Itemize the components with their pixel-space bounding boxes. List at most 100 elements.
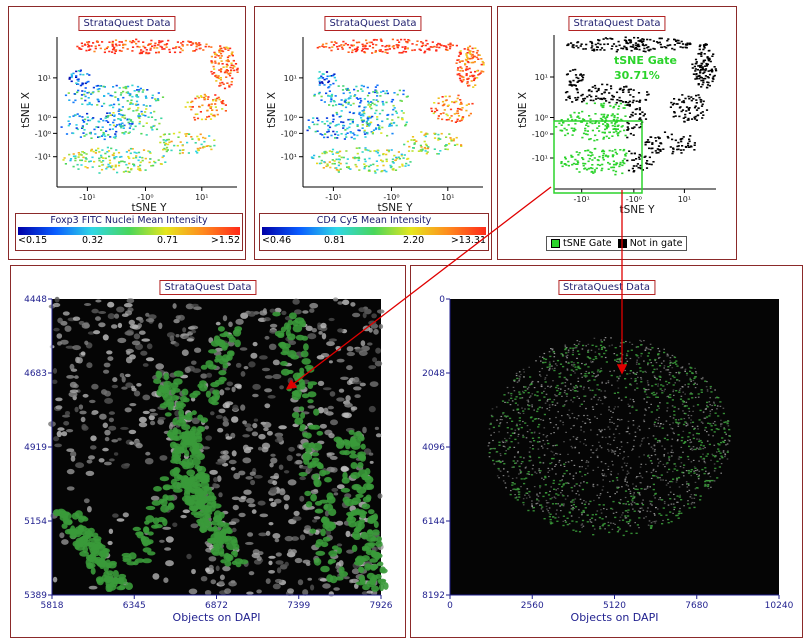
nucleus xyxy=(610,444,612,445)
data-point xyxy=(608,92,610,94)
data-point xyxy=(568,165,570,167)
gated-cell xyxy=(358,454,366,460)
nucleus xyxy=(560,510,562,511)
data-point xyxy=(347,132,349,134)
data-point xyxy=(582,159,584,161)
nucleus xyxy=(692,426,694,427)
nucleus xyxy=(590,449,592,450)
nucleus xyxy=(657,465,659,466)
data-point xyxy=(474,47,476,49)
data-point xyxy=(397,94,399,96)
nucleus xyxy=(61,539,69,545)
data-point xyxy=(153,47,155,49)
nucleus xyxy=(232,387,236,393)
gated-cell xyxy=(281,369,290,376)
data-point xyxy=(399,100,401,102)
data-point xyxy=(65,163,67,165)
data-point xyxy=(398,151,400,153)
data-point xyxy=(210,46,212,48)
nucleus xyxy=(692,450,694,451)
nucleus xyxy=(667,354,669,355)
data-point xyxy=(130,102,132,104)
nucleus xyxy=(631,504,633,505)
gated-cell xyxy=(212,551,220,556)
nucleus xyxy=(549,407,551,408)
data-point xyxy=(404,46,406,48)
nucleus xyxy=(564,466,566,467)
data-point xyxy=(443,45,445,47)
data-point xyxy=(625,47,627,49)
data-point xyxy=(664,131,666,133)
data-point xyxy=(336,169,338,171)
data-point xyxy=(590,100,592,102)
nucleus xyxy=(371,313,377,318)
data-point xyxy=(352,40,354,42)
data-point xyxy=(231,81,233,83)
data-point xyxy=(109,105,111,107)
nucleus xyxy=(629,373,631,374)
nucleus xyxy=(217,428,223,433)
data-point xyxy=(600,103,602,105)
nucleus xyxy=(145,458,154,464)
data-point xyxy=(618,166,620,168)
nucleus xyxy=(150,413,158,416)
data-point xyxy=(81,94,83,96)
nucleus xyxy=(346,531,351,537)
nucleus xyxy=(125,407,132,412)
data-point xyxy=(331,46,333,48)
nucleus xyxy=(519,376,521,377)
data-point xyxy=(361,85,363,87)
data-point xyxy=(230,63,232,65)
data-point xyxy=(696,102,698,104)
gated-cell xyxy=(352,484,362,490)
data-point xyxy=(321,81,323,83)
nucleus xyxy=(708,473,710,474)
data-point xyxy=(348,102,350,104)
data-point xyxy=(704,47,706,49)
data-point xyxy=(379,95,381,97)
nucleus xyxy=(59,532,64,538)
data-point xyxy=(643,48,645,50)
data-point xyxy=(327,76,329,78)
data-point xyxy=(571,128,573,130)
data-point xyxy=(674,44,676,46)
data-point xyxy=(577,92,579,94)
nucleus xyxy=(70,390,79,393)
gated-cell xyxy=(216,534,225,541)
data-point xyxy=(586,96,588,98)
data-point xyxy=(467,49,469,51)
gated-cell xyxy=(322,522,330,529)
nucleus xyxy=(104,391,111,397)
data-point xyxy=(182,50,184,52)
data-point xyxy=(107,134,109,136)
nucleus xyxy=(628,421,630,422)
nucleus xyxy=(223,315,227,321)
nucleus xyxy=(107,356,113,361)
data-point xyxy=(231,78,233,80)
data-point xyxy=(99,85,101,87)
data-point xyxy=(332,83,334,85)
data-point xyxy=(356,157,358,159)
data-point xyxy=(598,122,600,124)
nucleus xyxy=(563,424,565,425)
colorbar-gradient xyxy=(18,227,240,235)
data-point xyxy=(615,131,617,133)
data-point xyxy=(434,111,436,113)
nucleus xyxy=(72,345,81,350)
data-point xyxy=(223,83,225,85)
nucleus xyxy=(604,390,606,391)
nucleus xyxy=(272,480,277,485)
data-point xyxy=(406,122,408,124)
data-point xyxy=(610,85,612,87)
data-point xyxy=(191,101,193,103)
data-point xyxy=(374,104,376,106)
data-point xyxy=(603,49,605,51)
data-point xyxy=(356,166,358,168)
data-point xyxy=(702,104,704,106)
data-point xyxy=(197,148,199,150)
data-point xyxy=(655,140,657,142)
nucleus xyxy=(640,467,642,468)
nucleus xyxy=(118,323,122,328)
nucleus xyxy=(139,422,147,427)
data-point xyxy=(446,99,448,101)
